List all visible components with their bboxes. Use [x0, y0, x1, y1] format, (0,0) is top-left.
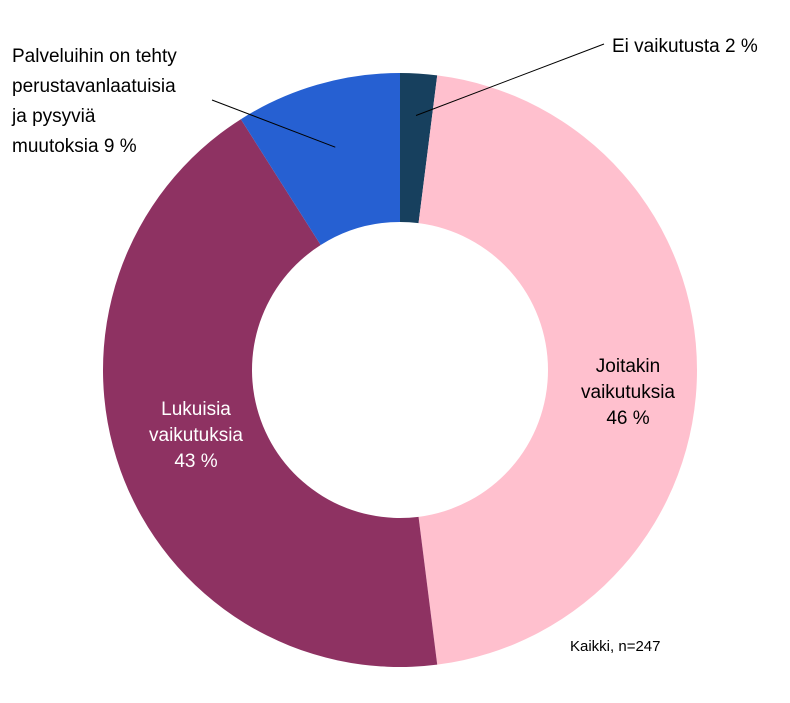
data-label-lukuisia-vaikutuksia: Lukuisia vaikutuksia 43 %	[149, 399, 243, 472]
leader-line-ei-vaikutusta	[415, 43, 605, 116]
slice-lukuisia-vaikutuksia	[102, 119, 438, 667]
leader-line-perustavanlaatuisia-muutoksia	[211, 99, 336, 148]
data-label-joitakin-vaikutuksia: Joitakin vaikutuksia 46 %	[581, 356, 675, 429]
data-label-ei-vaikutusta: Ei vaikutusta 2 %	[612, 36, 758, 57]
data-label-perustavanlaatuisia-muutoksia: Palveluihin on tehty perustavanlaatuisia j…	[11, 46, 177, 157]
sample-size-note: Kaikki, n=247	[570, 638, 660, 655]
slice-joitakin-vaikutuksia	[418, 75, 698, 665]
donut-slices	[102, 73, 698, 667]
leader-lines	[211, 43, 605, 148]
slice-labels: Ei vaikutusta 2 % Joitakin vaikutuksia 46 %…	[11, 36, 758, 472]
slice-perustavanlaatuisia-muutoksia	[240, 73, 400, 246]
